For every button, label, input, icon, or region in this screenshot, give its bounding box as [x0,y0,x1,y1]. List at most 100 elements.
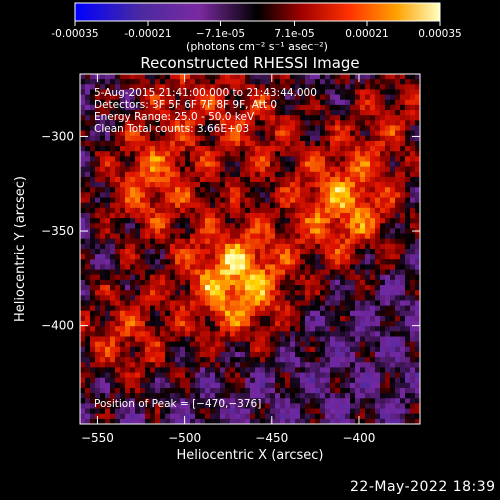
heatmap-cell [280,115,286,121]
heatmap-cell [255,295,261,302]
heatmap-cell [85,218,91,224]
heatmap-cell [305,156,311,163]
heatmap-cell [375,176,381,183]
heatmap-cell [135,233,141,240]
heatmap-cell [260,331,266,338]
heatmap-cell [290,99,296,106]
heatmap-cell [330,315,336,322]
heatmap-cell [240,372,246,379]
heatmap-cell [360,351,366,358]
heatmap-cell [285,357,291,363]
heatmap-cell [100,341,106,348]
heatmap-cell [80,372,86,379]
heatmap-cell [410,243,416,250]
heatmap-cell [160,115,166,121]
heatmap-cell [280,326,286,332]
heatmap-cell [380,418,386,424]
heatmap-cell [200,110,206,116]
heatmap-cell [395,408,401,415]
heatmap-cell [325,146,331,152]
heatmap-cell [375,125,381,132]
heatmap-cell [265,243,271,250]
heatmap-cell [235,115,241,121]
heatmap-cell [345,413,351,420]
heatmap-cell [115,166,121,173]
heatmap-cell [225,398,231,405]
heatmap-cell [370,315,376,322]
heatmap-cell [385,94,391,101]
heatmap-cell [85,254,91,260]
heatmap-cell [215,393,221,399]
heatmap-cell [270,398,276,405]
heatmap-cell [230,94,236,101]
heatmap-cell [295,274,301,281]
heatmap-cell [235,161,241,168]
heatmap-cell [260,156,266,163]
heatmap-cell [155,387,161,394]
heatmap-cell [390,243,396,250]
heatmap-cell [280,197,286,204]
heatmap-cell [85,243,91,250]
heatmap-cell [265,140,271,147]
heatmap-cell [375,387,381,394]
heatmap-cell [290,161,296,168]
heatmap-cell [140,120,146,127]
heatmap-cell [350,315,356,322]
heatmap-cell [400,176,406,183]
heatmap-cell [295,146,301,152]
heatmap-cell [335,110,341,116]
heatmap-cell [205,202,211,209]
heatmap-cell [350,130,356,137]
heatmap-cell [240,382,246,389]
heatmap-cell [205,285,211,291]
heatmap-cell [315,331,321,338]
heatmap-cell [240,171,246,178]
heatmap-cell [380,367,386,374]
heatmap-cell [105,125,111,132]
heatmap-cell [350,135,356,142]
heatmap-cell [250,146,256,152]
heatmap-cell [265,336,271,343]
heatmap-cell [255,74,261,80]
heatmap-cell [275,351,281,358]
heatmap-cell [180,166,186,173]
heatmap-cell [405,331,411,338]
heatmap-cell [335,259,341,266]
heatmap-cell [370,279,376,286]
heatmap-cell [365,74,371,80]
heatmap-cell [400,166,406,173]
heatmap-cell [305,187,311,193]
heatmap-cell [320,99,326,106]
heatmap-cell [330,223,336,230]
heatmap-cell [135,171,141,178]
heatmap-cell [200,176,206,183]
heatmap-cell [90,249,96,255]
heatmap-cell [405,326,411,332]
heatmap-cell [160,223,166,230]
heatmap-cell [260,79,266,85]
heatmap-cell [335,326,341,332]
heatmap-cell [125,305,131,312]
heatmap-cell [150,321,156,327]
heatmap-cell [335,393,341,399]
heatmap-cell [365,408,371,415]
heatmap-cell [85,151,91,157]
heatmap-cell [350,212,356,219]
heatmap-cell [260,362,266,368]
heatmap-cell [405,259,411,266]
heatmap-cell [185,326,191,332]
heatmap-cell [95,346,101,353]
heatmap-cell [300,140,306,147]
heatmap-cell [190,212,196,219]
heatmap-cell [400,372,406,379]
heatmap-cell [160,197,166,204]
heatmap-cell [165,151,171,157]
heatmap-cell [145,398,151,405]
heatmap-cell [345,228,351,235]
heatmap-cell [220,135,226,142]
heatmap-cell [140,197,146,204]
heatmap-cell [260,321,266,327]
heatmap-cell [245,264,251,271]
heatmap-cell [210,331,216,338]
heatmap-cell [105,321,111,327]
